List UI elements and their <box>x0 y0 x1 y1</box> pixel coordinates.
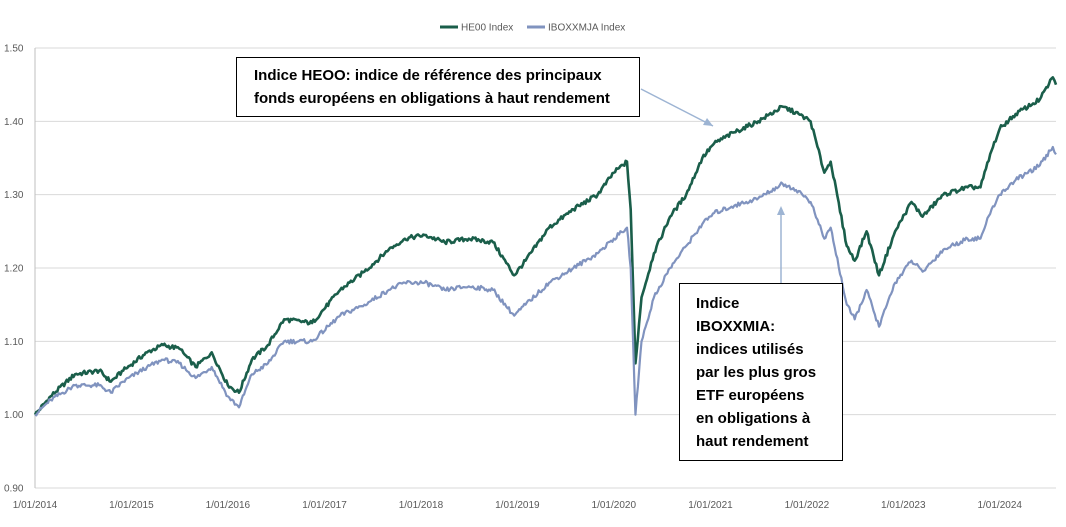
annotation-iboxx-box: Indice IBOXXMIA: indices utilisés par le… <box>679 283 843 461</box>
y-tick-label: 1.00 <box>4 410 24 421</box>
arrowhead <box>777 206 785 215</box>
x-tick-label: 1/01/2024 <box>977 500 1022 511</box>
legend: HE00 Index IBOXXMJA Index <box>440 23 625 34</box>
annotation-text: IBOXXMIA: <box>696 318 776 335</box>
gridlines <box>35 47 1056 489</box>
x-tick-label: 1/01/2019 <box>495 500 540 511</box>
y-tick-labels: 0.90 1.00 1.10 1.20 1.30 1.40 1.50 <box>4 44 24 495</box>
y-tick-label: 1.30 <box>4 190 24 201</box>
x-tick-label: 1/01/2020 <box>592 500 637 511</box>
arrowhead <box>703 118 713 126</box>
x-tick-labels: 1/01/2014 1/01/2015 1/01/2016 1/01/2017 1/01… <box>13 500 1023 511</box>
x-tick-label: 1/01/2023 <box>881 500 926 511</box>
arrow-line <box>640 88 714 127</box>
annotation-arrows <box>640 88 785 283</box>
x-tick-label: 1/01/2016 <box>206 500 251 511</box>
annotation-text: indices utilisés <box>696 341 804 358</box>
series-lines <box>33 76 1058 417</box>
x-tick-label: 1/01/2022 <box>785 500 830 511</box>
annotation-text: Indice HEOO: indice de référence des pri… <box>254 67 602 84</box>
series-line-iboxxmja <box>34 145 1057 417</box>
annotation-text: haut rendement <box>696 433 809 450</box>
x-tick-label: 1/01/2014 <box>13 500 58 511</box>
annotation-text: ETF européens <box>696 387 805 404</box>
y-tick-label: 0.90 <box>4 484 24 495</box>
x-tick-label: 1/01/2021 <box>688 500 733 511</box>
series-line-he00 <box>33 76 1058 416</box>
annotation-text: fonds européens en obligations à haut re… <box>254 90 610 107</box>
annotation-text: par les plus gros <box>696 364 817 381</box>
annotation-text: en obligations à <box>696 410 811 427</box>
legend-label: HE00 Index <box>461 23 513 34</box>
annotation-text: Indice <box>696 295 740 312</box>
legend-label: IBOXXMJA Index <box>548 23 625 34</box>
y-tick-label: 1.10 <box>4 337 24 348</box>
y-tick-label: 1.20 <box>4 264 24 275</box>
annotation-heoo-box: Indice HEOO: indice de référence des pri… <box>236 57 640 117</box>
x-tick-label: 1/01/2017 <box>302 500 347 511</box>
y-tick-label: 1.50 <box>4 44 24 55</box>
x-tick-label: 1/01/2018 <box>399 500 444 511</box>
x-tick-label: 1/01/2015 <box>109 500 154 511</box>
y-tick-label: 1.40 <box>4 117 24 128</box>
